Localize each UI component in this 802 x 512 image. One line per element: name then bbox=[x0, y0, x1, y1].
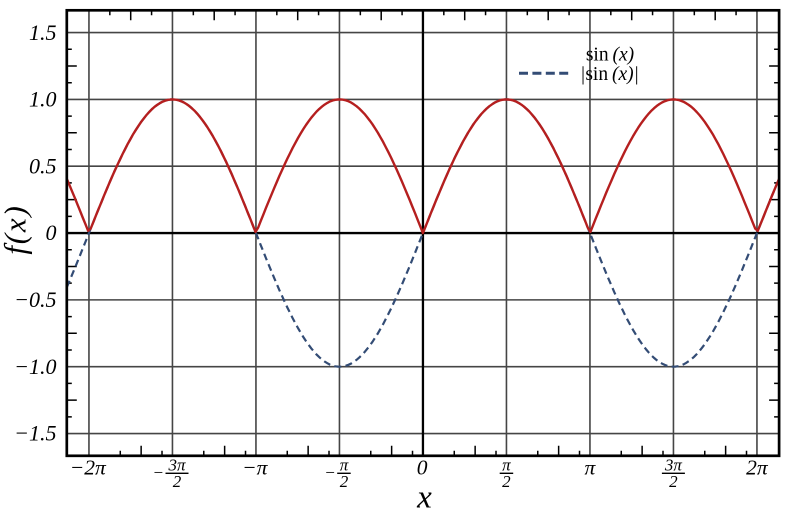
svg-text:1.0: 1.0 bbox=[29, 87, 57, 112]
svg-text:0: 0 bbox=[46, 220, 57, 245]
svg-text:3π: 3π bbox=[664, 456, 683, 475]
svg-text:0: 0 bbox=[417, 456, 428, 480]
svg-text:π: π bbox=[502, 456, 511, 475]
svg-text:−: − bbox=[324, 463, 335, 482]
svg-text:1.5: 1.5 bbox=[29, 20, 57, 45]
svg-text:−1.5: −1.5 bbox=[14, 421, 56, 446]
svg-text:|sin (x)|: |sin (x)| bbox=[580, 64, 639, 85]
svg-text:3π: 3π bbox=[167, 456, 186, 475]
svg-text:x: x bbox=[416, 480, 432, 512]
svg-text:sin (x): sin (x) bbox=[586, 44, 634, 65]
svg-text:2: 2 bbox=[669, 472, 678, 491]
svg-text:π: π bbox=[340, 456, 349, 475]
svg-text:2: 2 bbox=[340, 472, 349, 491]
svg-text:0.5: 0.5 bbox=[29, 153, 57, 178]
svg-text:2π: 2π bbox=[746, 456, 769, 480]
svg-text:2: 2 bbox=[173, 472, 182, 491]
svg-text:−2π: −2π bbox=[70, 456, 107, 480]
svg-text:−: − bbox=[153, 463, 164, 482]
svg-text:−π: −π bbox=[242, 456, 269, 480]
svg-text:π: π bbox=[585, 456, 597, 480]
svg-text:−1.0: −1.0 bbox=[14, 354, 56, 379]
svg-text:2: 2 bbox=[502, 472, 511, 491]
svg-text:f(x): f(x) bbox=[0, 204, 33, 254]
svg-text:−0.5: −0.5 bbox=[14, 287, 56, 312]
